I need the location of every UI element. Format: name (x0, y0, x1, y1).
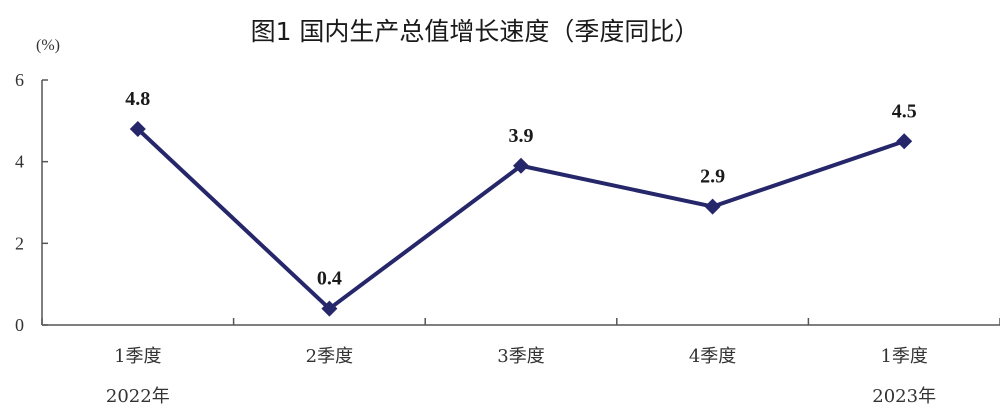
y-axis-unit: (%) (36, 37, 60, 54)
chart-title: 图1 国内生产总值增长速度（季度同比） (251, 17, 700, 46)
x-category-label: 4季度 (689, 346, 736, 367)
series-line (136, 127, 905, 311)
plot-area: 4.8 0.4 3.9 2.9 4.5 (125, 88, 917, 317)
x-category-label: 3季度 (497, 346, 544, 367)
y-tick-label: 0 (15, 315, 24, 335)
y-tick-labels: 0 2 4 6 (15, 70, 24, 335)
x-year-label: 2023年 (872, 386, 936, 407)
y-tick-label: 6 (15, 70, 24, 90)
data-label: 4.8 (125, 88, 150, 110)
data-label: 0.4 (317, 268, 342, 290)
y-tick-label: 2 (15, 233, 24, 253)
data-point (896, 133, 913, 150)
data-point (513, 157, 529, 174)
data-point (321, 300, 338, 317)
x-category-label: 1季度 (114, 346, 161, 367)
data-label: 2.9 (700, 166, 725, 188)
x-category-labels: 1季度 2022年 2季度 3季度 4季度 1季度 2023年 (106, 346, 936, 407)
x-year-label: 2022年 (106, 386, 170, 407)
data-point (129, 121, 146, 137)
x-category-label: 2季度 (306, 346, 353, 367)
x-category-label: 1季度 (880, 346, 927, 367)
data-point (704, 198, 721, 215)
y-tick-label: 4 (15, 152, 24, 172)
data-label: 3.9 (509, 125, 534, 147)
data-label: 4.5 (892, 100, 917, 122)
axes (41, 79, 1000, 326)
